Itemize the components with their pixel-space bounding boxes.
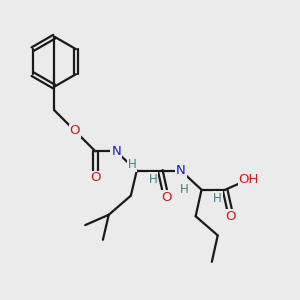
Text: N: N	[111, 145, 121, 158]
Text: H: H	[213, 192, 222, 205]
Text: O: O	[90, 172, 101, 184]
Text: N: N	[176, 164, 186, 177]
Text: O: O	[70, 124, 80, 137]
Text: H: H	[148, 173, 157, 186]
Text: H: H	[179, 183, 188, 196]
Text: O: O	[161, 190, 171, 204]
Text: OH: OH	[238, 173, 259, 186]
Text: O: O	[226, 210, 236, 223]
Text: H: H	[128, 158, 137, 171]
